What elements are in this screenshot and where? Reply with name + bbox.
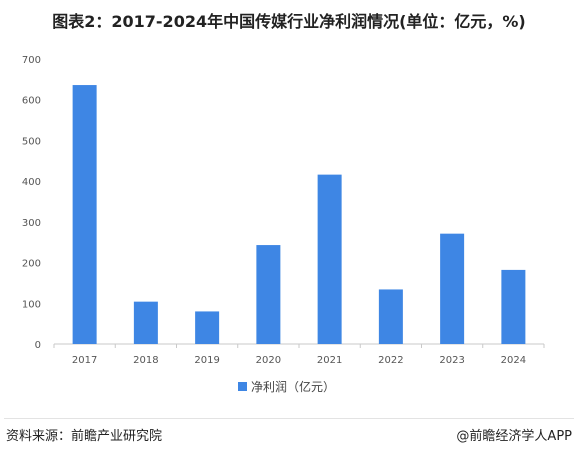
x-tick-label: 2023 [439,355,464,366]
brand-text: @前瞻经济学人APP [456,429,572,444]
y-tick-label: 0 [35,340,41,351]
x-tick-label: 2017 [72,355,97,366]
x-axis: 2017 2018 2019 2020 2021 2022 2023 2024 [53,344,545,366]
bar-2019 [195,311,220,344]
x-tick-label: 2021 [317,355,342,366]
chart-title: 图表2：2017-2024年中国传媒行业净利润情况(单位：亿元，%) [52,12,526,31]
y-tick-label: 600 [22,96,41,107]
bar-2017 [72,85,97,345]
x-tick-label: 2018 [133,355,158,366]
bar-2024 [501,269,526,344]
y-axis: 0 100 200 300 400 500 600 700 [22,55,41,351]
y-tick-label: 100 [22,299,41,310]
legend-swatch [238,382,247,391]
y-tick-label: 500 [22,136,41,147]
bars [72,85,526,345]
source-text: 资料来源：前瞻产业研究院 [6,429,163,444]
bar-2021 [317,174,342,344]
bar-2018 [133,301,158,344]
legend: 净利润（亿元） [238,378,335,395]
y-tick-label: 700 [22,55,41,66]
legend-label: 净利润（亿元） [251,380,336,394]
y-tick-label: 200 [22,259,41,270]
footer: 资料来源：前瞻产业研究院 @前瞻经济学人APP [4,418,574,445]
bar-2022 [378,289,403,344]
x-tick-label: 2024 [501,355,526,366]
bar-2023 [440,233,465,344]
x-tick-label: 2020 [256,355,281,366]
bar-2020 [256,245,281,344]
x-tick-label: 2022 [378,355,403,366]
y-tick-label: 300 [22,218,41,229]
x-tick-label: 2019 [194,355,219,366]
y-tick-label: 400 [22,177,41,188]
